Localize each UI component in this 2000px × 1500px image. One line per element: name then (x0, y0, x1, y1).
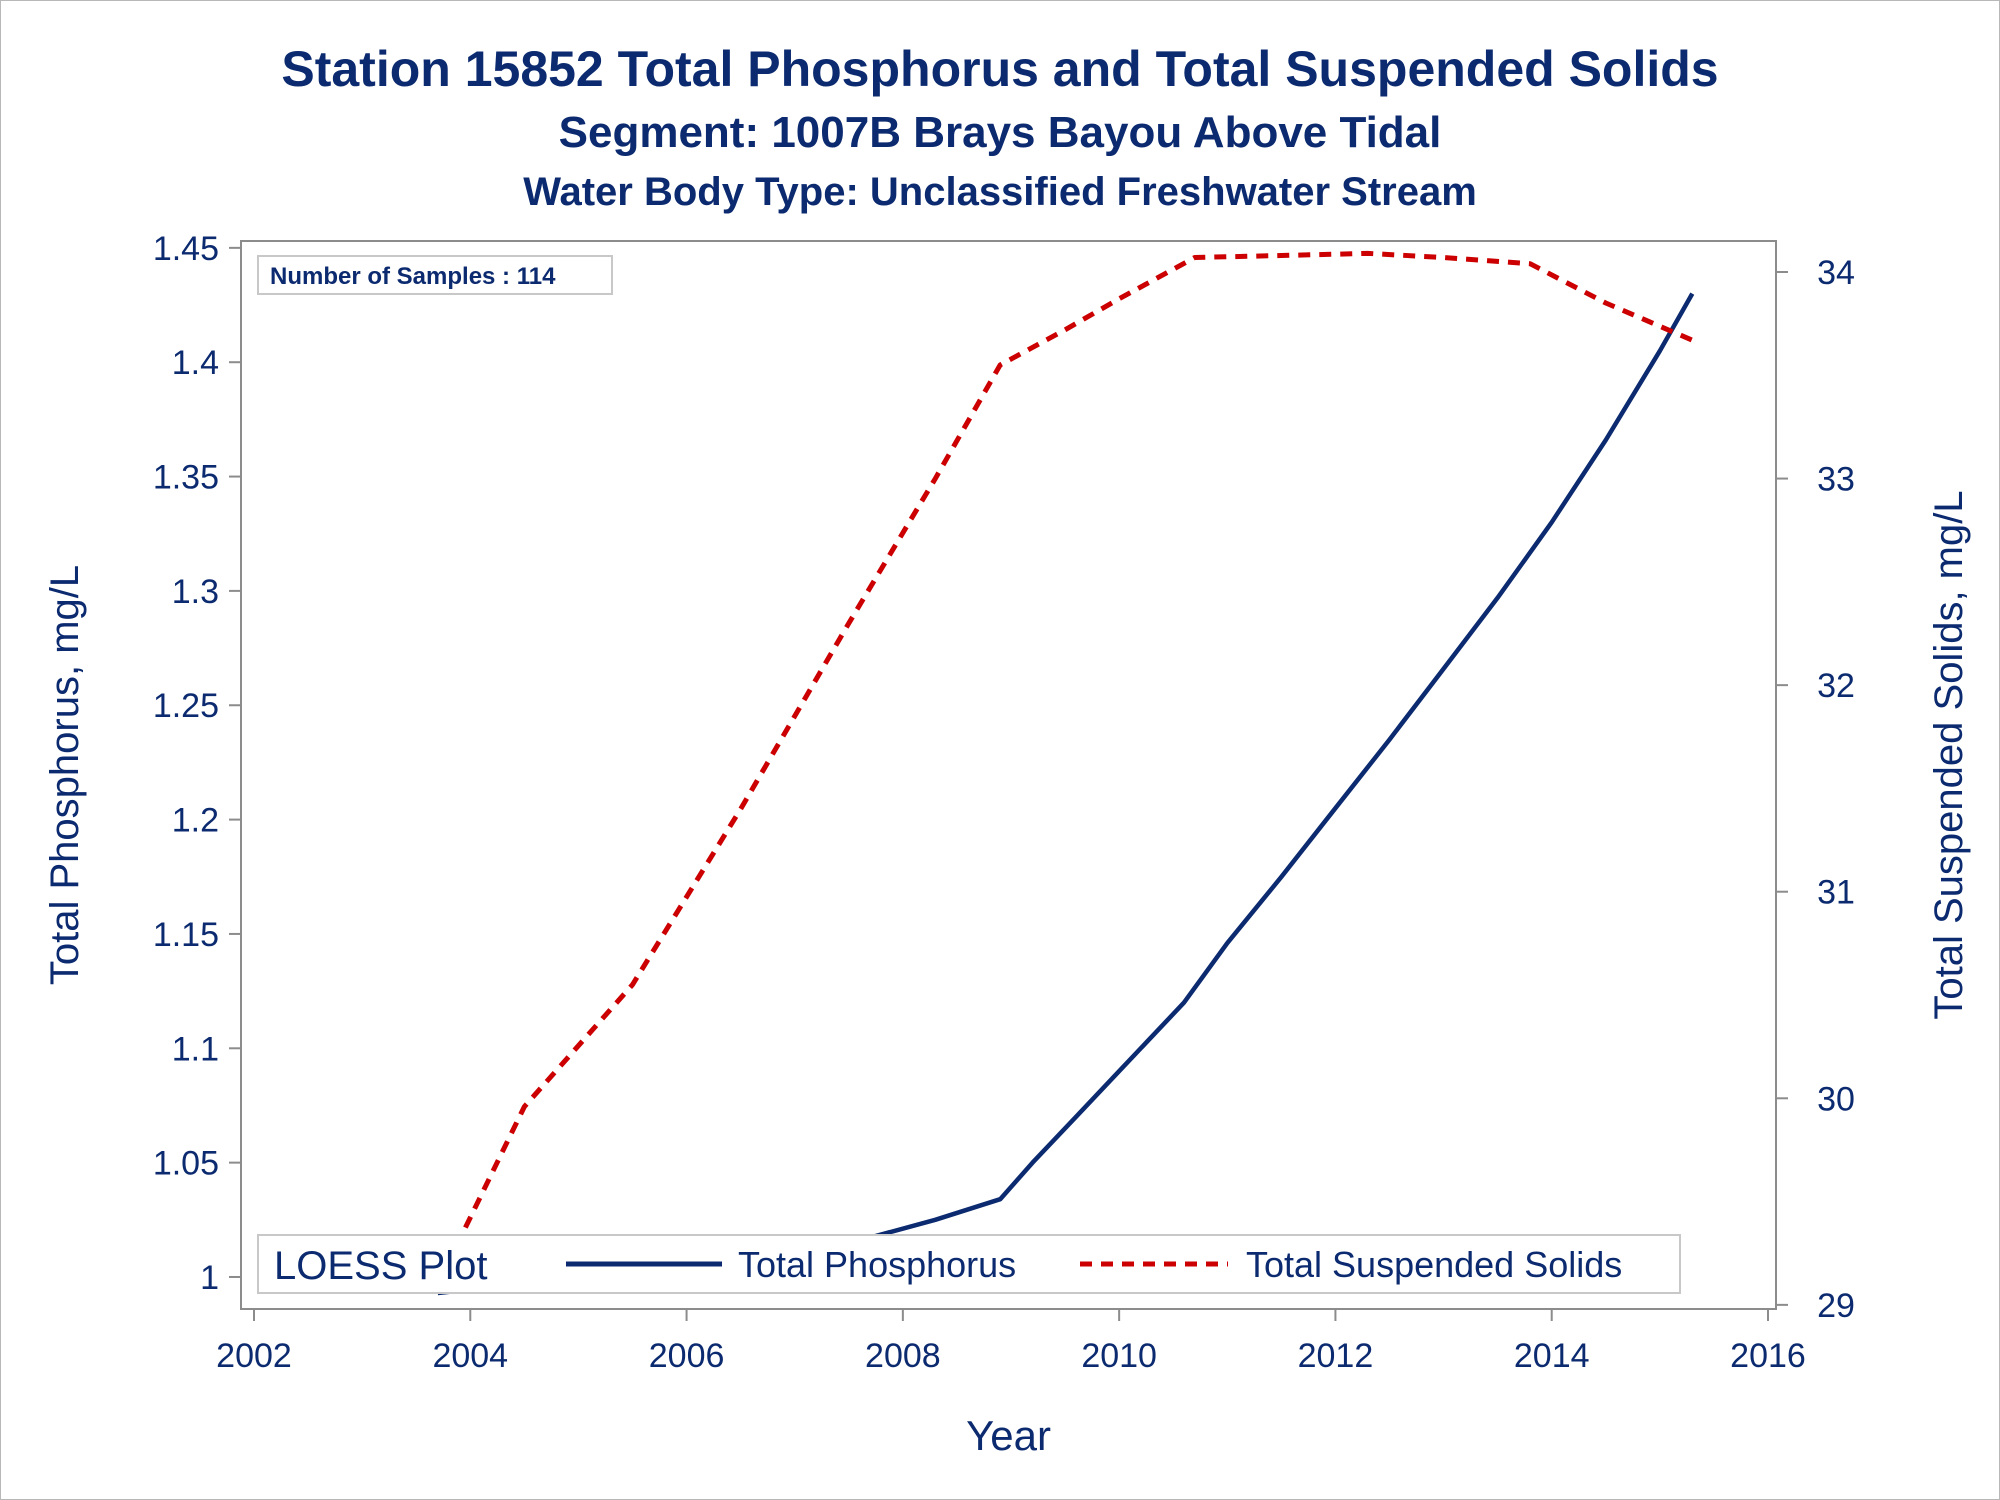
annotation-box (257, 255, 613, 295)
series-layer (435, 250, 1695, 1296)
series-line-total-suspended-solids (435, 250, 1694, 1286)
y-left-tick-label: 1.1 (172, 1030, 219, 1068)
x-axis-label: Year (966, 1412, 1051, 1459)
x-axis: 2002 2004 2006 2008 2010 2012 2014 2016 (216, 1309, 1806, 1375)
x-tick-label: 2014 (1514, 1337, 1590, 1375)
y-right-tick-label: 32 (1817, 667, 1855, 705)
x-tick-label: 2004 (432, 1337, 508, 1375)
x-tick-label: 2002 (216, 1337, 292, 1375)
y-left-tick-label: 1.2 (172, 802, 219, 840)
y-right-tick-label: 34 (1817, 254, 1855, 292)
y-right-tick-label: 29 (1817, 1287, 1855, 1325)
y-right-tick-label: 31 (1817, 874, 1855, 912)
y-left-tick-label: 1.4 (172, 344, 219, 382)
y-left-tick-label: 1.05 (153, 1145, 219, 1183)
y-left-tick-label: 1.25 (153, 687, 219, 725)
legend: LOESS Plot Total Phosphorus Total Suspen… (257, 1234, 1681, 1294)
sample-count-annotation: Number of Samples : 114 (257, 255, 613, 295)
y-left-tick-label: 1.35 (153, 459, 219, 497)
legend-label-total-suspended-solids: Total Suspended Solids (1246, 1244, 1622, 1285)
x-tick-label: 2012 (1298, 1337, 1374, 1375)
chart-subtitle-water-body: Water Body Type: Unclassified Freshwater… (523, 170, 1477, 214)
chart-title: Station 15852 Total Phosphorus and Total… (281, 41, 1719, 97)
x-tick-label: 2006 (649, 1337, 725, 1375)
y-left-tick-label: 1.15 (153, 916, 219, 954)
y-axis-right: 29 30 31 32 33 34 (1776, 254, 1855, 1325)
y-right-tick-label: 33 (1817, 461, 1855, 499)
legend-label-total-phosphorus: Total Phosphorus (738, 1244, 1016, 1285)
y-right-tick-label: 30 (1817, 1080, 1855, 1118)
chart-subtitle-segment: Segment: 1007B Brays Bayou Above Tidal (558, 108, 1442, 157)
x-tick-label: 2010 (1081, 1337, 1157, 1375)
x-tick-label: 2008 (865, 1337, 941, 1375)
y-left-tick-label: 1.45 (153, 230, 219, 268)
y-axis-left: 1 1.05 1.1 1.15 1.2 1.25 1.3 1.35 1.4 1.45 (153, 230, 241, 1297)
legend-title: LOESS Plot (274, 1244, 487, 1288)
annotation-text: Number of Samples : 114 (270, 263, 556, 290)
legend-box (257, 1234, 1681, 1294)
y-left-tick-label: 1.3 (172, 573, 219, 611)
plot-area (240, 240, 1777, 1310)
y-axis-right-label: Total Suspended Solids, mg/L (1927, 490, 1971, 1019)
series-line-total-phosphorus (437, 292, 1695, 1296)
y-left-tick-label: 1 (200, 1259, 219, 1297)
x-tick-label: 2016 (1730, 1337, 1806, 1375)
y-axis-left-label: Total Phosphorus, mg/L (43, 565, 87, 985)
